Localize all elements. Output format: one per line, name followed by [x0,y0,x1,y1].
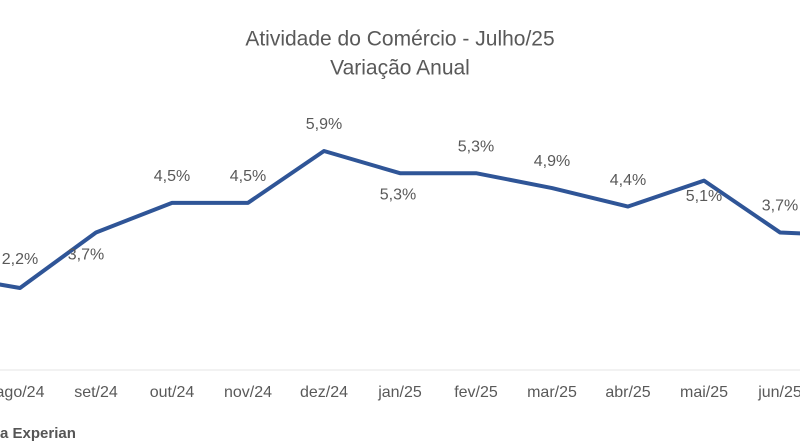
x-tick-label: mar/25 [527,384,577,401]
chart-title: Atividade do Comércio - Julho/25 [245,28,554,51]
data-label: 5,1% [686,188,722,205]
chart-subtitle: Variação Anual [330,57,470,80]
data-label: 4,5% [154,168,190,185]
x-tick-label: dez/24 [300,384,348,401]
x-tick-label: fev/25 [454,384,498,401]
data-label: 5,3% [380,186,416,203]
x-tick-label: ago/24 [0,384,45,401]
data-label: 4,4% [610,172,646,189]
x-tick-label: nov/24 [224,384,272,401]
line [0,149,800,290]
data-label: 4,9% [534,153,570,170]
data-label: 3,7% [762,198,798,215]
x-tick-label: out/24 [150,384,195,401]
x-tick-label: mai/25 [680,384,728,401]
data-label: 4,5% [230,168,266,185]
x-tick-label: set/24 [74,384,118,401]
source: a Experian [0,425,76,442]
x-tick-label: jun/25 [757,384,800,401]
x-tick-label: abr/25 [605,384,650,401]
data-label: 5,9% [306,116,342,133]
data-label: 5,3% [458,138,494,155]
data-label: 2,2% [2,251,38,268]
data-label: 3,7% [68,247,104,264]
x-tick-label: jan/25 [377,384,422,401]
